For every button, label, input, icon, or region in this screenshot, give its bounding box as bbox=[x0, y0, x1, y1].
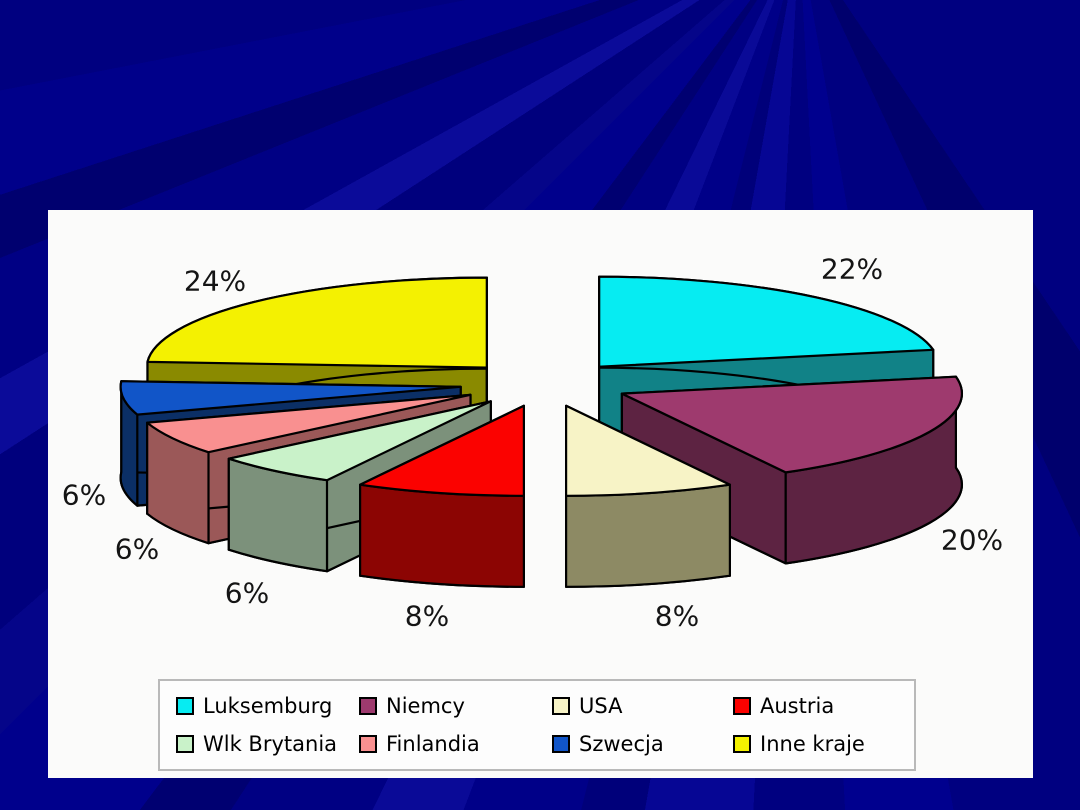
pie-chart bbox=[119, 275, 963, 588]
data-label-usa: 8% bbox=[654, 599, 700, 633]
legend-swatch-icon bbox=[176, 734, 194, 753]
pie-slice-niemcy bbox=[620, 375, 963, 565]
legend-label: Austria bbox=[760, 694, 835, 719]
legend-item-wlk-brytania: Wlk Brytania bbox=[176, 732, 359, 756]
data-label-szwecja: 6% bbox=[61, 478, 107, 512]
legend-label: USA bbox=[579, 694, 623, 719]
data-label-inne-kraje: 24% bbox=[183, 264, 247, 298]
legend: Luksemburg Niemcy USA Austria Wlk Brytania Fi… bbox=[158, 679, 916, 771]
legend-swatch-icon bbox=[176, 697, 194, 716]
legend-swatch-icon bbox=[733, 734, 751, 753]
legend-swatch-icon bbox=[552, 734, 570, 753]
data-label-wlk-brytania: 6% bbox=[224, 576, 270, 610]
legend-item-szwecja: Szwecja bbox=[552, 732, 733, 756]
data-label-austria: 8% bbox=[404, 599, 450, 633]
legend-item-niemcy: Niemcy bbox=[359, 694, 552, 718]
legend-label: Wlk Brytania bbox=[203, 731, 338, 756]
legend-label: Finlandia bbox=[386, 731, 480, 756]
pie-slice-usa bbox=[565, 404, 731, 588]
data-label-finlandia: 6% bbox=[114, 532, 160, 566]
legend-swatch-icon bbox=[359, 734, 377, 753]
pie-slice-austria bbox=[359, 404, 525, 588]
legend-item-finlandia: Finlandia bbox=[359, 732, 552, 756]
legend-swatch-icon bbox=[552, 697, 570, 716]
legend-label: Szwecja bbox=[579, 731, 664, 756]
legend-label: Inne kraje bbox=[760, 731, 865, 756]
legend-label: Luksemburg bbox=[203, 694, 333, 719]
legend-item-luksemburg: Luksemburg bbox=[176, 694, 359, 718]
legend-item-usa: USA bbox=[552, 694, 733, 718]
legend-swatch-icon bbox=[359, 697, 377, 716]
legend-item-austria: Austria bbox=[733, 694, 914, 718]
legend-item-inne-kraje: Inne kraje bbox=[733, 732, 914, 756]
chart-panel: 22% 20% 8% 8% 6% 6% 6% 24% Luksemburg Niemcy USA A… bbox=[48, 210, 1033, 778]
legend-swatch-icon bbox=[733, 697, 751, 716]
data-label-luksemburg: 22% bbox=[820, 252, 884, 286]
data-label-niemcy: 20% bbox=[940, 523, 1004, 557]
legend-label: Niemcy bbox=[386, 694, 465, 719]
